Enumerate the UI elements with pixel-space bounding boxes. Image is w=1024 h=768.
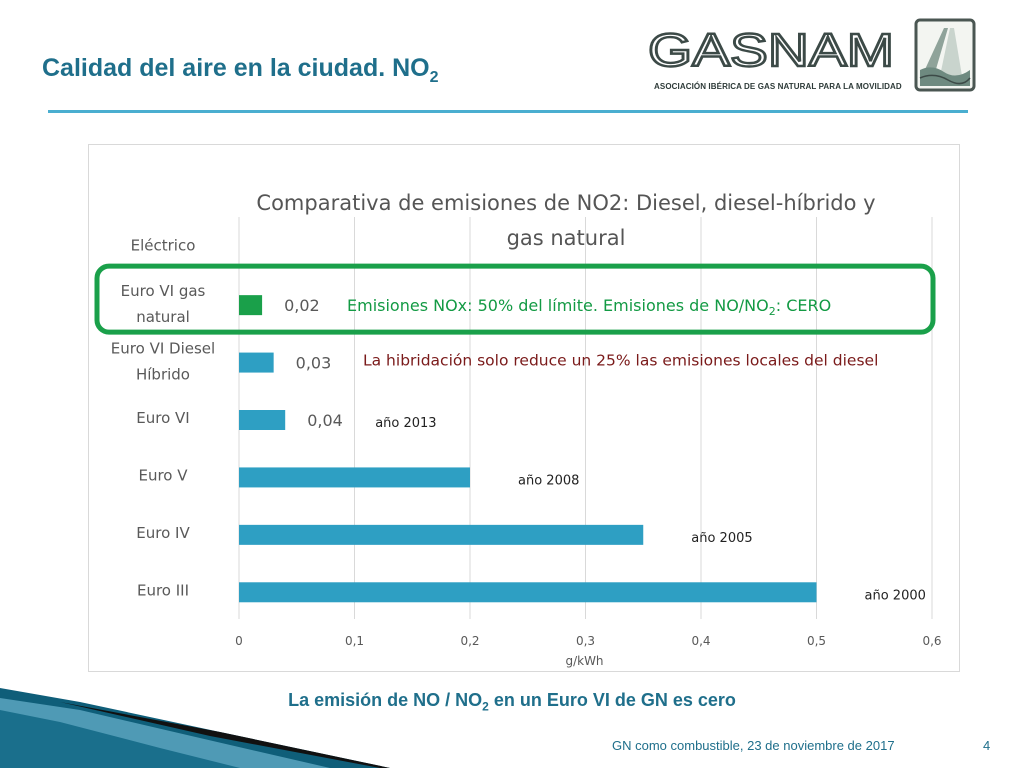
category-label: Eléctrico xyxy=(131,237,196,255)
bar-layer xyxy=(239,295,817,603)
x-tick-label: 0,5 xyxy=(807,634,826,648)
bar xyxy=(239,582,817,603)
x-axis-label: g/kWh xyxy=(565,654,603,668)
data-label: 0,03 xyxy=(296,354,332,373)
road-emblem-icon xyxy=(914,18,976,92)
title-rule xyxy=(48,110,968,113)
hybrid-annotation: La hibridación solo reduce un 25% las em… xyxy=(363,352,878,370)
category-label: Euro III xyxy=(137,581,189,599)
data-label: 0,02 xyxy=(284,296,320,315)
category-label: Euro V xyxy=(138,466,188,484)
x-tick-label: 0,2 xyxy=(460,634,479,648)
bar xyxy=(239,295,263,316)
category-label: Euro VI xyxy=(136,409,189,427)
chart-title-layer: Comparativa de emisiones de NO2: Diesel,… xyxy=(256,191,875,250)
grid-layer xyxy=(238,217,933,619)
category-label: Euro VI Diesel Híbrido xyxy=(111,340,215,384)
x-tick-label: 0,4 xyxy=(691,634,710,648)
year-label: año 2005 xyxy=(691,531,752,546)
year-label: año 2013 xyxy=(375,416,436,431)
bar xyxy=(239,524,644,545)
bar xyxy=(239,410,286,430)
gasnam-subtitle: ASOCIACIÓN IBÉRICA DE GAS NATURAL PARA L… xyxy=(654,82,902,91)
x-tick-label: 0,3 xyxy=(576,634,595,648)
label-layer: 0 0,1 0,2 0,3 0,4 0,5 0,6 g/kWh Eléctrico Euro VI… xyxy=(111,237,942,668)
page-number: 4 xyxy=(983,738,991,753)
slide-title-text: Calidad del aire en la ciudad. NO xyxy=(42,54,430,82)
slide-title-subscript: 2 xyxy=(429,69,439,86)
highlight-layer xyxy=(94,263,936,335)
x-tick-label: 0 xyxy=(235,634,243,648)
gasnam-wordmark-text: GASNAM xyxy=(648,26,894,72)
slide-caption: La emisión de NO / NO2 en un Euro VI de … xyxy=(0,690,1024,714)
caption-text-pre: La emisión de NO / NO xyxy=(288,690,483,710)
year-label: año 2000 xyxy=(865,588,926,603)
highlight-box xyxy=(94,263,936,335)
bar xyxy=(239,467,470,488)
caption-subscript: 2 xyxy=(482,699,489,714)
gasnam-wordmark: GASNAM xyxy=(647,26,895,72)
category-label: Euro VI gas natural xyxy=(121,282,206,326)
chart-frame: 0 0,1 0,2 0,3 0,4 0,5 0,6 g/kWh Eléctrico Euro VI… xyxy=(88,144,960,672)
caption-text-post: en un Euro VI de GN es cero xyxy=(488,690,736,710)
footer-text: GN como combustible, 23 de noviembre de … xyxy=(612,738,895,753)
gn-annotation: Emisiones NOx: 50% del límite. Emisiones… xyxy=(347,296,831,318)
data-label: 0,04 xyxy=(307,411,343,430)
emissions-chart: 0 0,1 0,2 0,3 0,4 0,5 0,6 g/kWh Eléctrico Euro VI… xyxy=(94,191,942,668)
decorative-swoosh xyxy=(0,688,390,768)
bar xyxy=(239,352,274,373)
gasnam-logo: GASNAM ASOCIACIÓN IBÉRICA DE GAS NATURAL… xyxy=(636,18,986,96)
chart-title: Comparativa de emisiones de NO2: Diesel,… xyxy=(256,191,875,250)
x-tick-label: 0,6 xyxy=(922,634,941,648)
year-label: año 2008 xyxy=(518,473,579,488)
x-tick-label: 0,1 xyxy=(345,634,364,648)
category-label: Euro IV xyxy=(136,524,190,542)
slide-title: Calidad del aire en la ciudad. NO2 xyxy=(42,54,439,87)
